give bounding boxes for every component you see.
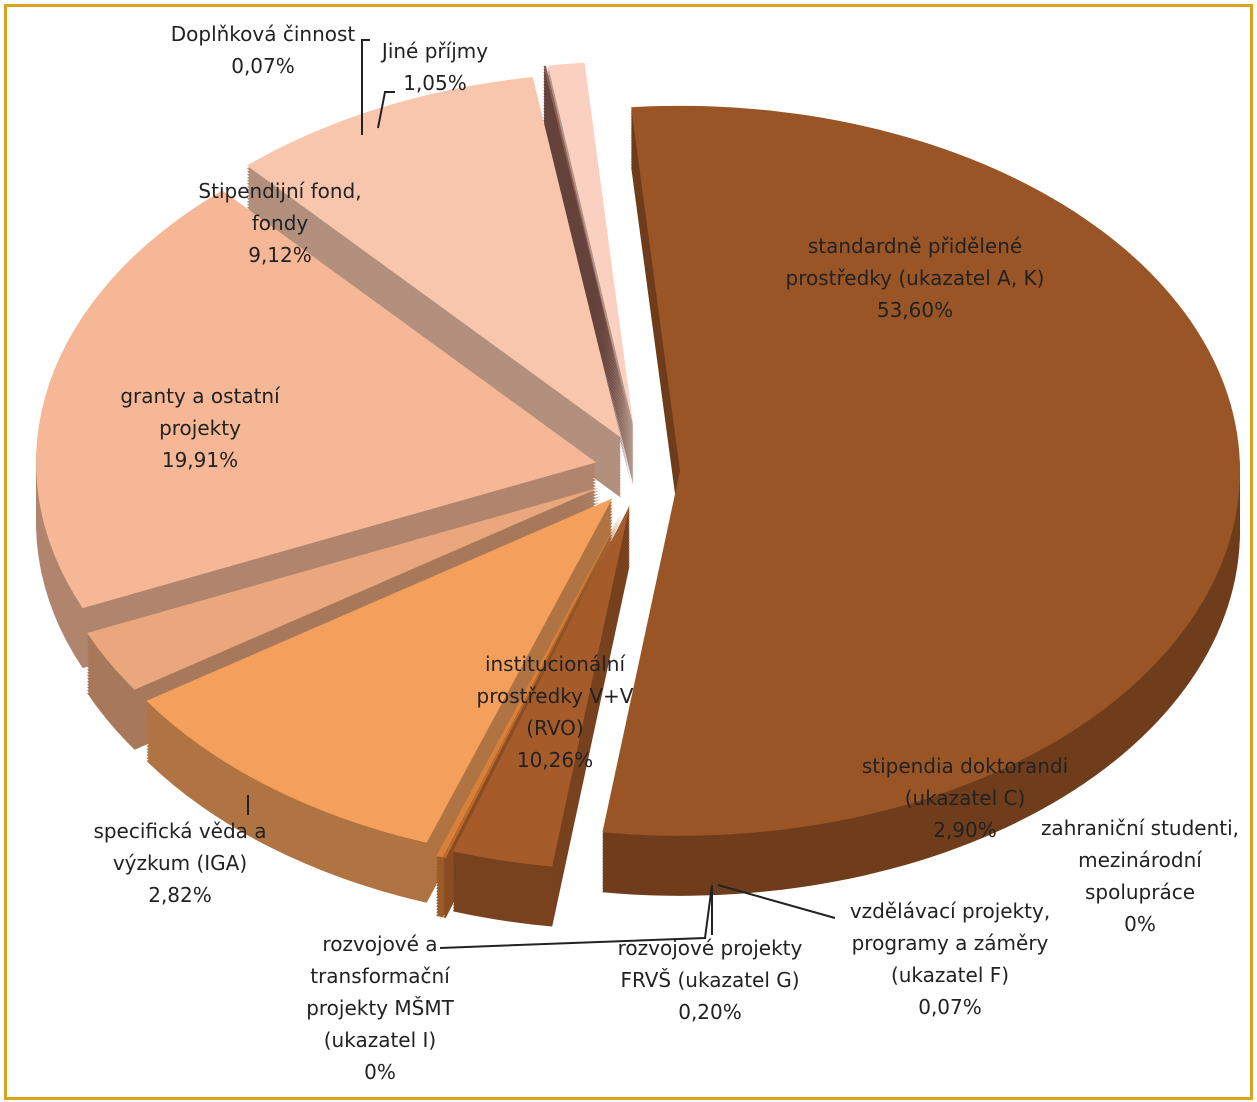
category-name: Stipendijní fond, fondy [198, 179, 362, 235]
leader [717, 884, 836, 919]
slice-label: Stipendijní fond, fondy 9,12% [180, 175, 380, 271]
slice-label: institucionální prostředky V+V (RVO) 10,2… [460, 648, 650, 776]
value-label: 0,07% [231, 54, 295, 78]
category-name: stipendia doktorandi (ukazatel C) [861, 754, 1069, 810]
slice [246, 77, 621, 438]
value-label: 10,26% [516, 748, 594, 772]
slice-label: rozvojové a transformační projekty MŠMT … [290, 928, 470, 1088]
category-name: institucionální prostředky V+V (RVO) [476, 652, 634, 740]
value-label: 1,05% [403, 71, 467, 95]
slice-side [543, 98, 632, 460]
leader [377, 91, 395, 129]
slice-label: standardně přidělené prostředky (ukazate… [785, 230, 1045, 326]
slice-side [543, 116, 632, 478]
value-label: 0,07% [918, 995, 982, 1019]
category-name: rozvojové a transformační projekty MŠMT … [306, 932, 454, 1052]
slice [547, 62, 634, 427]
slice-side [543, 80, 632, 442]
slice-side [543, 83, 632, 445]
category-name: zahraniční studenti, mezinárodní spolupr… [1040, 816, 1240, 904]
slice-side [543, 113, 632, 475]
slice-side [543, 68, 632, 430]
value-label: 9,12% [248, 243, 312, 267]
leader [439, 884, 713, 949]
category-name: standardně přidělené prostředky (ukazate… [785, 234, 1045, 290]
slice [443, 511, 623, 859]
leader [361, 39, 370, 135]
value-label: 2,90% [933, 818, 997, 842]
category-name: Jiné příjmy [381, 39, 489, 63]
slice-side [547, 65, 634, 430]
slice-side [543, 74, 632, 436]
slice [87, 487, 601, 690]
slice-label: Doplňková činnost 0,07% [153, 18, 373, 82]
slice-side [543, 92, 632, 454]
slice [36, 190, 597, 609]
slice-label: zahraniční studenti, mezinárodní spolupr… [1030, 812, 1250, 940]
value-label: 0% [1124, 912, 1156, 936]
category-name: Doplňková činnost [170, 22, 356, 46]
value-label: 0% [364, 1060, 396, 1084]
slice-side [543, 95, 632, 457]
value-label: 53,60% [876, 298, 954, 322]
value-label: 2,82% [148, 883, 212, 907]
slice-side [543, 119, 632, 481]
slice-label: stipendia doktorandi (ukazatel C) 2,90% [845, 750, 1085, 846]
slice [146, 498, 613, 843]
slice-side [543, 107, 632, 469]
slice [436, 511, 623, 858]
slice-side [543, 71, 632, 433]
pie [36, 62, 1240, 927]
slice [452, 505, 630, 867]
slice-side [543, 77, 632, 439]
slice-side [547, 68, 634, 433]
category-name: specifická věda a výzkum (IGA) [93, 819, 267, 875]
slice-side [543, 101, 632, 463]
frame [4, 4, 1253, 1100]
slice-side [543, 89, 632, 451]
leaders [247, 39, 836, 949]
slice-label: specifická věda a výzkum (IGA) 2,82% [75, 815, 285, 911]
slice [436, 511, 622, 856]
slice-label: vzdělávací projekty, programy a záměry (… [835, 895, 1065, 1023]
value-label: 0,20% [678, 1000, 742, 1024]
value-label: 19,91% [161, 448, 239, 472]
slice [543, 65, 632, 427]
slice-side [547, 71, 634, 436]
slice-label: Jiné příjmy 1,05% [365, 35, 505, 99]
slice-side [543, 110, 632, 472]
slice [602, 105, 1240, 836]
category-name: rozvojové projekty FRVŠ (ukazatel G) [617, 936, 803, 992]
category-name: granty a ostatní projekty [120, 384, 280, 440]
category-name: vzdělávací projekty, programy a záměry (… [849, 899, 1051, 987]
slice-label: granty a ostatní projekty 19,91% [100, 380, 300, 476]
slice-label: rozvojové projekty FRVŠ (ukazatel G) 0,20… [610, 932, 810, 1028]
slice-side [543, 86, 632, 448]
slice-side [543, 104, 632, 466]
